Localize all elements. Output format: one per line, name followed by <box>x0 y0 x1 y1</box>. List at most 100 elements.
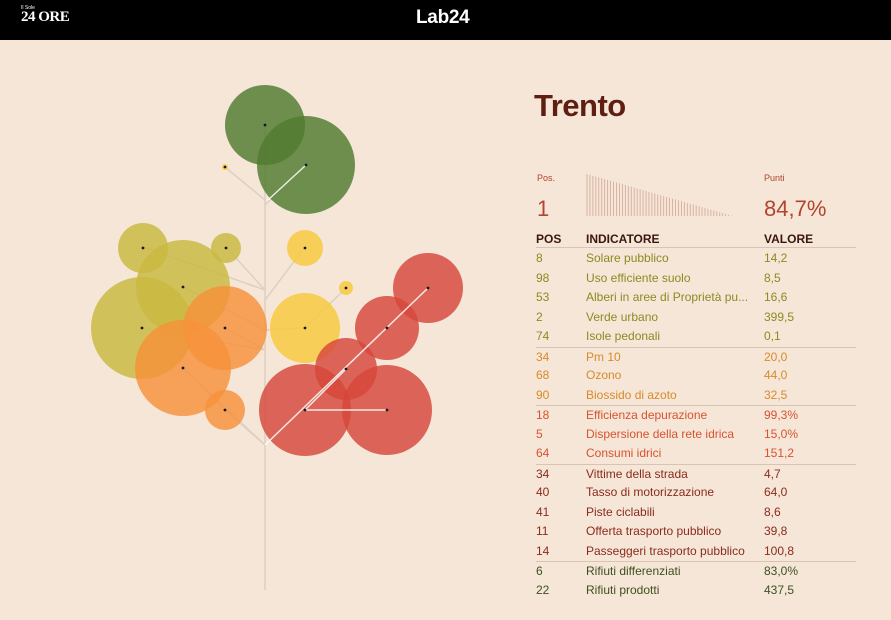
row-pos: 53 <box>536 290 550 304</box>
row-pos: 90 <box>536 387 550 402</box>
header-value: VALORE <box>764 232 814 246</box>
row-indicator: Dispersione della rete idrica <box>586 426 735 441</box>
row-value: 20,0 <box>764 349 788 364</box>
logo-small-text: Il Sole <box>21 5 35 11</box>
points-label: Punti <box>764 173 785 183</box>
row-pos: 40 <box>536 485 550 499</box>
row-indicator: Piste ciclabili <box>586 504 655 519</box>
table-row[interactable]: 41 Piste ciclabili 8,6 <box>536 503 856 523</box>
bubble-center-dot <box>303 408 307 412</box>
bubble-center-dot <box>140 326 144 330</box>
table-row[interactable]: 98 Uso efficiente suolo 8,5 <box>536 269 856 289</box>
row-value: 39,8 <box>764 524 788 538</box>
table-row[interactable]: 64 Consumi idrici 151,2 <box>536 444 856 464</box>
row-value: 437,5 <box>764 582 795 597</box>
row-indicator: Solare pubblico <box>586 251 669 265</box>
row-pos: 34 <box>536 349 550 364</box>
row-pos: 11 <box>536 524 549 538</box>
table-row[interactable]: 22 Rifiuti prodotti 437,5 <box>536 581 856 601</box>
row-value: 399,5 <box>764 309 795 324</box>
top-bar: Il Sole 24 ORE Lab24 <box>0 0 891 40</box>
table-row[interactable]: 90 Biossido di azoto 32,5 <box>536 386 856 406</box>
row-pos: 98 <box>536 270 550 285</box>
points-value: 84,7% <box>764 196 827 221</box>
table-row[interactable]: 5 Dispersione della rete idrica 15,0% <box>536 425 856 445</box>
row-pos: 8 <box>536 251 543 265</box>
table-row[interactable]: 34 Vittime della strada 4,7 <box>536 463 856 484</box>
sole24ore-logo[interactable]: Il Sole 24 ORE <box>21 5 70 26</box>
row-pos: 6 <box>536 564 543 578</box>
row-value: 8,5 <box>764 270 781 285</box>
row-pos: 22 <box>536 582 550 597</box>
row-value: 32,5 <box>764 387 788 402</box>
row-indicator: Biossido di azoto <box>586 387 677 402</box>
row-value: 8,6 <box>764 504 781 519</box>
row-value: 14,2 <box>764 251 788 265</box>
row-value: 99,3% <box>764 408 799 422</box>
city-title: Trento <box>534 88 626 123</box>
indicator-tree-chart <box>91 85 463 590</box>
bubble-center-dot <box>223 408 227 412</box>
row-indicator: Efficienza depurazione <box>586 408 708 422</box>
bubble-center-dot <box>224 246 228 250</box>
bubble-center-dot <box>385 326 389 330</box>
bubble-center-dot <box>385 408 389 412</box>
row-pos: 14 <box>536 543 550 558</box>
row-value: 15,0% <box>764 426 799 441</box>
row-indicator: Passeggeri trasporto pubblico <box>586 543 745 558</box>
row-indicator: Rifiuti differenziati <box>586 564 681 578</box>
row-value: 100,8 <box>764 543 795 558</box>
row-indicator: Consumi idrici <box>586 446 662 460</box>
row-pos: 2 <box>536 309 543 324</box>
row-indicator: Uso efficiente suolo <box>586 270 691 285</box>
row-indicator: Rifiuti prodotti <box>586 582 660 597</box>
table-row[interactable]: 11 Offerta trasporto pubblico 39,8 <box>536 522 856 542</box>
bubble-center-dot <box>223 165 227 169</box>
bubble-center-dot <box>344 367 348 371</box>
row-pos: 5 <box>536 426 543 441</box>
row-pos: 64 <box>536 446 550 460</box>
row-value: 151,2 <box>764 446 795 460</box>
bubble-center-dot <box>181 285 185 289</box>
row-value: 83,0% <box>764 564 799 578</box>
bubble-center-dot <box>141 246 145 250</box>
header-pos: POS <box>536 232 562 246</box>
table-row[interactable]: 2 Verde urbano 399,5 <box>536 308 856 328</box>
position-label: Pos. <box>537 173 556 183</box>
table-row[interactable]: 34 Pm 10 20,0 <box>536 346 856 367</box>
row-indicator: Tasso di motorizzazione <box>586 485 715 499</box>
row-pos: 68 <box>536 368 550 382</box>
bubble-center-dot <box>303 326 307 330</box>
row-pos: 18 <box>536 408 550 422</box>
row-value: 4,7 <box>764 466 781 481</box>
row-value: 44,0 <box>764 368 788 382</box>
table-row[interactable]: 18 Efficienza depurazione 99,3% <box>536 405 856 425</box>
row-value: 64,0 <box>764 485 788 499</box>
bubble-center-dot <box>263 123 267 127</box>
row-indicator: Ozono <box>586 368 622 382</box>
bubble-center-dot <box>344 286 348 290</box>
table-row[interactable]: 53 Alberi in aree di Proprietà pu... 16,6 <box>536 288 856 308</box>
table-row[interactable]: 74 Isole pedonali 0,1 <box>536 327 856 347</box>
bubble-center-dot <box>426 286 430 290</box>
row-indicator: Verde urbano <box>586 309 659 324</box>
row-indicator: Isole pedonali <box>586 329 661 343</box>
bubble-center-dot <box>181 366 185 370</box>
table-row[interactable]: 68 Ozono 44,0 <box>536 366 856 386</box>
row-pos: 41 <box>536 504 550 519</box>
lab24-logo[interactable]: Lab24 <box>416 7 470 28</box>
header-indicator: INDICATORE <box>586 232 660 246</box>
row-indicator: Offerta trasporto pubblico <box>586 524 722 538</box>
bubble-center-dot <box>223 326 227 330</box>
table-row[interactable]: 8 Solare pubblico 14,2 <box>536 249 856 269</box>
row-value: 0,1 <box>764 329 781 343</box>
ranking-ramp-chart <box>586 174 732 216</box>
table-row[interactable]: 14 Passeggeri trasporto pubblico 100,8 <box>536 542 856 562</box>
logo-main-text: 24 ORE <box>21 9 70 25</box>
table-row[interactable]: 40 Tasso di motorizzazione 64,0 <box>536 483 856 503</box>
indicator-table: 8 Solare pubblico 14,2 98 Uso efficiente suo… <box>536 249 856 600</box>
table-row[interactable]: 6 Rifiuti differenziati 83,0% <box>536 561 856 581</box>
row-pos: 34 <box>536 466 550 481</box>
row-indicator: Pm 10 <box>586 349 621 364</box>
table-header: POS INDICATORE VALORE <box>536 232 856 248</box>
